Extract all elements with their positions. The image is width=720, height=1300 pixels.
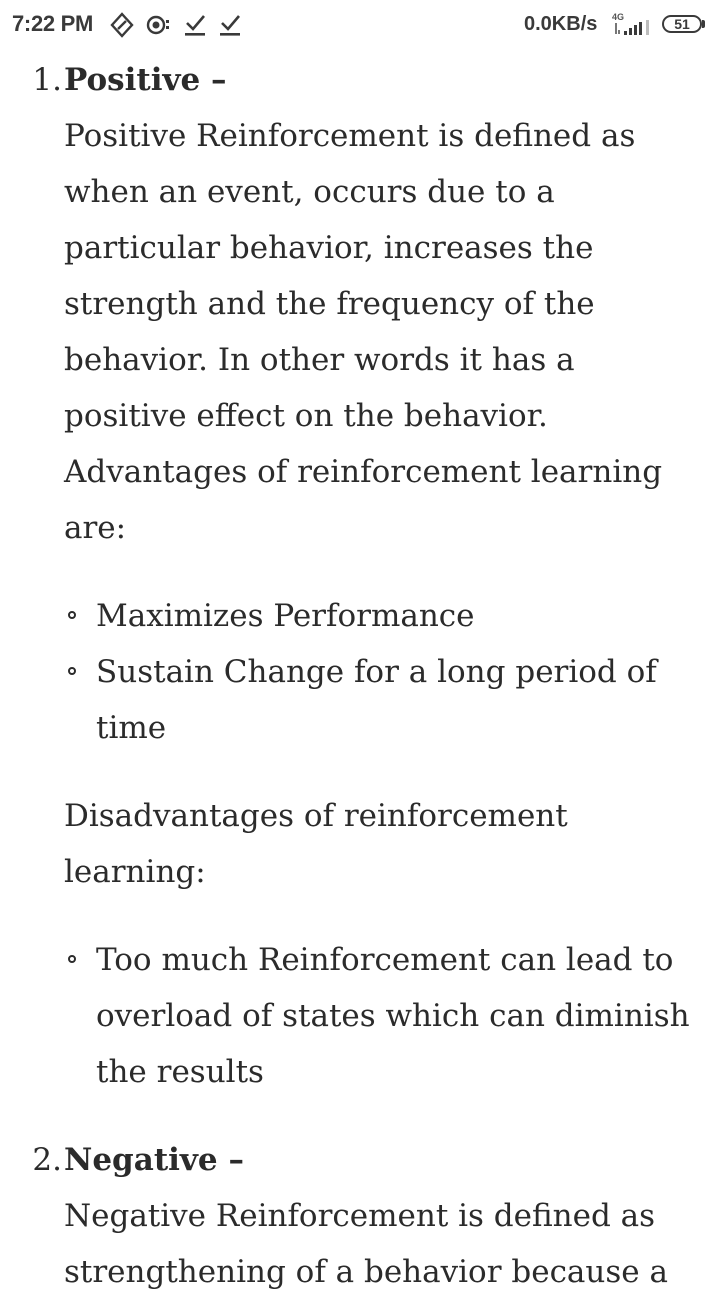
download-done-icon [218,12,242,43]
status-time: 7:22 PM [12,11,94,36]
advantage-text: Sustain Change for a long period of time [96,654,657,746]
bullet-icon [68,955,76,963]
advantages-intro: Advantages of reinforcement learning are… [64,454,663,546]
list-number: 2. [32,1142,62,1178]
network-type: 4G [612,12,625,22]
battery-icon: 51 [662,15,702,33]
list-item-negative: 2. Negative – Negative Reinforcement is … [0,1132,720,1300]
advantage-text: Maximizes Performance [96,598,475,634]
list-number: 1. [32,62,62,98]
status-bar: 7:22 PM 0.0KB/s 4G [0,0,720,52]
disadvantage-text: Too much Reinforcement can lead to overl… [96,942,690,1090]
list-item: Maximizes Performance [68,588,690,644]
signal-icon [614,20,652,41]
advantages-list: Maximizes Performance Sustain Change for… [0,588,720,756]
battery-tip [702,20,705,28]
disadvantages-intro: Disadvantages of reinforcement learning: [64,798,568,890]
disadvantages-list: Too much Reinforcement can lead to overl… [0,932,720,1100]
camera-icon [145,14,171,41]
list-item-positive: 1. Positive – Positive Reinforcement is … [0,52,720,1100]
bullet-icon [68,667,76,675]
item-paragraph: Negative Reinforcement is defined as str… [64,1198,668,1290]
item-heading: Positive – [64,62,227,98]
network-speed: 0.0KB/s [524,13,598,35]
item-heading: Negative – [64,1142,244,1178]
list-item: Too much Reinforcement can lead to overl… [68,932,690,1100]
article-content: 1. Positive – Positive Reinforcement is … [0,52,720,1300]
download-done-icon [183,12,207,43]
vpn-shield-icon [109,12,135,43]
list-item: Sustain Change for a long period of time [68,644,690,756]
item-paragraph: Positive Reinforcement is defined as whe… [64,118,636,434]
bullet-icon [68,611,76,619]
